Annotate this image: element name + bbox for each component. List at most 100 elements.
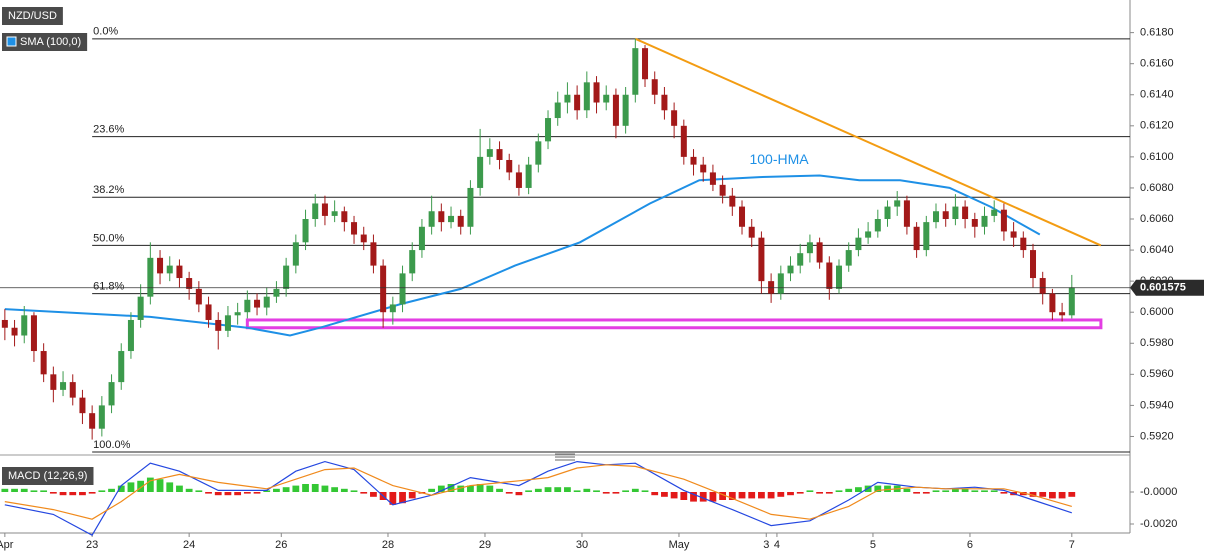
candle-body: [1068, 287, 1075, 316]
y-tick-label: 0.6060: [1140, 213, 1174, 225]
macd-histogram-bar: [573, 490, 581, 492]
candle-body: [234, 312, 241, 316]
candle-body: [1, 319, 8, 328]
candle-body: [312, 203, 319, 220]
candle-body: [787, 265, 794, 274]
indicator-label-text: SMA (100,0): [20, 36, 81, 48]
y-tick-label: 0.5940: [1140, 399, 1174, 411]
macd-histogram-bar: [40, 490, 48, 492]
candle-body: [874, 219, 881, 232]
hma-line: [4, 174, 1041, 337]
candle-body: [661, 94, 668, 111]
candle-body: [321, 203, 328, 216]
candle-body: [797, 253, 804, 266]
candle-body: [991, 209, 998, 216]
macd-histogram-bar: [59, 492, 67, 496]
x-tick-label: 26: [275, 539, 287, 551]
candle-body: [700, 164, 707, 173]
candle-body: [176, 265, 183, 279]
macd-histogram-bar: [292, 485, 300, 492]
candle-body: [554, 102, 561, 119]
x-tick-label: Apr: [0, 539, 14, 551]
candle-body: [438, 211, 445, 223]
macd-histogram-bar: [234, 492, 242, 496]
candle-body: [1000, 209, 1007, 232]
macd-histogram-bar: [758, 492, 765, 499]
x-tick-label: 28: [382, 539, 394, 551]
macd-histogram-bar: [583, 488, 591, 492]
macd-histogram-bar: [437, 485, 445, 492]
candle-body: [515, 172, 522, 188]
candle-body: [603, 94, 610, 103]
macd-histogram-bar: [98, 490, 106, 492]
macd-label: MACD (12,26,9): [2, 467, 94, 485]
candle-body: [69, 382, 76, 398]
macd-histogram-bar: [903, 488, 911, 492]
indicator-label: SMA (100,0): [2, 33, 88, 51]
macd-histogram-bar: [796, 492, 804, 494]
macd-histogram-bar: [263, 490, 271, 492]
candle-body: [370, 242, 377, 266]
candle-body: [98, 405, 105, 429]
candle-body: [215, 319, 222, 331]
macd-histogram-bar: [486, 485, 494, 492]
y-tick-label: 0.6000: [1140, 306, 1174, 318]
y-tick-label: 0.6080: [1140, 182, 1174, 194]
x-tick-label: 6: [967, 539, 973, 551]
macd-histogram-bar: [971, 490, 979, 492]
candle-body: [816, 242, 823, 263]
macd-histogram-bar: [1068, 492, 1076, 497]
candle-body: [583, 82, 590, 111]
candle-body: [380, 265, 387, 313]
candle-body: [224, 315, 231, 331]
candle-body: [186, 278, 193, 289]
macd-histogram-bar: [399, 492, 406, 504]
trendline: [634, 37, 1102, 247]
last-price-pointer: [1130, 279, 1204, 296]
candle-body: [1049, 293, 1056, 313]
candle-body: [933, 211, 940, 223]
macd-histogram-bar: [30, 490, 38, 492]
macd-histogram-bar: [631, 488, 639, 492]
candle-body: [60, 382, 67, 390]
x-tick-label: May: [669, 539, 690, 551]
macd-histogram-bar: [709, 492, 717, 502]
candle-body: [612, 94, 619, 126]
macd-histogram-bar: [282, 487, 290, 492]
panel-grip[interactable]: [555, 453, 575, 461]
macd-histogram-bar: [748, 492, 756, 499]
candle-body: [826, 262, 833, 289]
macd-histogram-bar: [321, 485, 329, 492]
macd-histogram-bar: [816, 492, 824, 494]
macd-histogram-bar: [787, 492, 794, 496]
macd-histogram-bar: [243, 492, 251, 494]
macd-histogram-bar: [476, 484, 484, 492]
macd-histogram-bar: [195, 490, 203, 492]
candle-body: [942, 211, 949, 220]
candle-body: [981, 215, 988, 227]
y-tick-label: 0.6140: [1140, 89, 1174, 101]
macd-histogram-bar: [302, 484, 309, 492]
fib-label: 0.0%: [93, 26, 118, 38]
macd-histogram-bar: [1029, 492, 1037, 497]
hma-label: 100-HMA: [749, 151, 809, 167]
candle-body: [40, 351, 47, 375]
macd-histogram-bar: [981, 490, 988, 492]
fib-label: 38.2%: [93, 184, 124, 196]
candle-body: [448, 215, 455, 223]
macd-histogram-bar: [564, 487, 571, 492]
macd-histogram-bar: [777, 492, 785, 497]
macd-histogram-bar: [79, 492, 86, 496]
candle-body: [671, 110, 678, 126]
candle-body: [244, 299, 251, 313]
candle-body: [360, 234, 367, 243]
macd-histogram-bar: [370, 492, 377, 497]
candle-body: [1029, 250, 1037, 279]
y-tick-label: 0.6160: [1140, 58, 1174, 70]
symbol-label-text: NZD/USD: [8, 10, 57, 22]
macd-histogram-bar: [874, 485, 882, 492]
macd-histogram-bar: [593, 490, 600, 492]
macd-histogram-bar: [845, 488, 853, 492]
macd-histogram-bar: [825, 492, 833, 494]
